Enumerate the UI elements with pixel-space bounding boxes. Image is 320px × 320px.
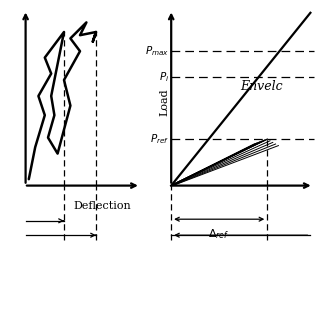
Text: Envelc: Envelc: [240, 80, 283, 93]
Text: $P_i$: $P_i$: [159, 70, 170, 84]
Text: $\Delta_{ref}$: $\Delta_{ref}$: [209, 227, 230, 241]
Text: $P_{ref}$: $P_{ref}$: [150, 132, 170, 146]
Text: Load: Load: [160, 89, 170, 116]
Text: $P_{max}$: $P_{max}$: [146, 44, 170, 58]
Text: Deflection: Deflection: [74, 201, 131, 212]
